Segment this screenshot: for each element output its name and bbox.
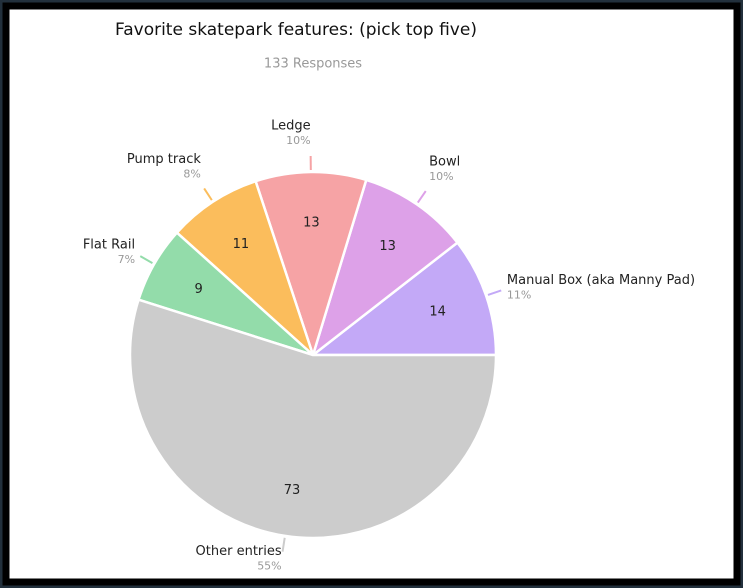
percent-label: 10% — [429, 170, 453, 183]
chart-title: Favorite skatepark features: (pick top f… — [115, 20, 477, 40]
chart-subtitle: 133 Responses — [264, 57, 362, 72]
pie-slice — [175, 179, 316, 360]
percent-label: 55% — [257, 560, 281, 573]
slice-value-label: 14 — [429, 305, 446, 320]
percent-label: 8% — [183, 167, 200, 180]
pie-slice — [310, 178, 460, 359]
pie-slice — [309, 240, 498, 357]
slice-value-label: 9 — [194, 282, 202, 297]
category-label: Ledge — [271, 119, 311, 134]
pie-slice — [128, 298, 498, 540]
leader-line — [487, 289, 502, 296]
category-label: Flat Rail — [83, 238, 135, 253]
category-label: Pump track — [127, 152, 201, 167]
leader-line — [416, 190, 427, 204]
slice-value-label: 13 — [379, 239, 396, 254]
percent-label: 7% — [118, 253, 135, 266]
category-label: Other entries — [196, 544, 282, 559]
category-label: Manual Box (aka Manny Pad) — [507, 273, 695, 288]
leader-line — [203, 187, 213, 201]
slice-value-label: 11 — [233, 237, 250, 252]
leader-line — [139, 255, 153, 264]
percent-label: 10% — [286, 134, 310, 147]
percent-label: 11% — [507, 288, 531, 301]
slice-value-label: 13 — [303, 216, 320, 231]
slice-value-label: 73 — [284, 483, 301, 498]
category-label: Bowl — [429, 155, 460, 170]
pie-slice — [254, 170, 368, 360]
leader-line — [281, 537, 286, 552]
